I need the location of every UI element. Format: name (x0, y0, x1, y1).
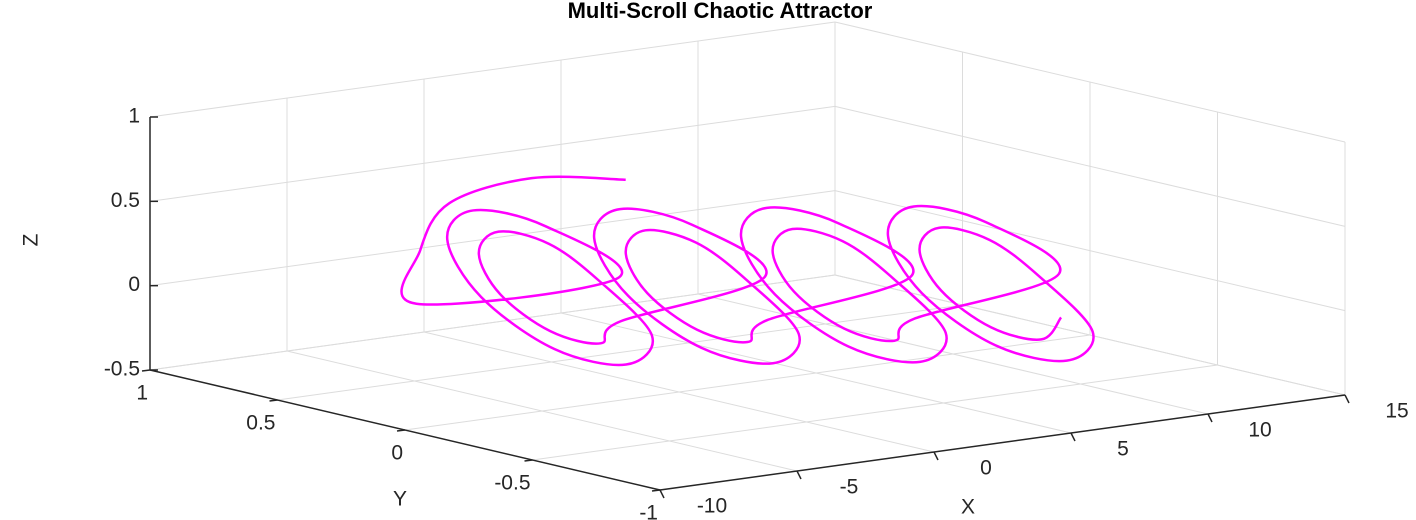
y-axis-label: Y (393, 488, 407, 511)
grid-line (834, 21, 1346, 143)
x-tick-label: 5 (1117, 438, 1129, 461)
x-tick (1207, 413, 1213, 423)
x-tick (659, 489, 665, 499)
x-tick-label: -10 (697, 495, 727, 518)
z-tick-label: -0.5 (104, 358, 140, 381)
x-tick (1344, 394, 1350, 404)
x-tick (1070, 432, 1076, 442)
grid-line (277, 304, 963, 401)
x-tick-label: -5 (840, 476, 859, 499)
z-tick-label: 0.5 (111, 189, 140, 212)
grid-line (149, 105, 836, 202)
y-tick-label: 0.5 (246, 412, 275, 435)
grid-line (834, 105, 1346, 227)
grid-line (834, 190, 1346, 312)
grid-line (404, 334, 1091, 431)
x-tick-label: 10 (1248, 419, 1271, 442)
y-tick (269, 399, 278, 402)
x-tick (796, 470, 802, 480)
grid-line (149, 274, 836, 371)
y-tick (651, 489, 661, 492)
x-tick (933, 451, 939, 461)
x-axis (659, 394, 1346, 491)
grid-line (149, 190, 836, 287)
chart-title: Multi-Scroll Chaotic Attractor (568, 0, 873, 23)
y-tick-label: -1 (639, 502, 658, 520)
x-tick-label: 0 (980, 457, 992, 480)
z-tick-label: 1 (128, 105, 140, 128)
z-axis-label: Z (20, 233, 43, 246)
grid-line (149, 21, 836, 118)
y-tick (141, 369, 151, 372)
y-tick (396, 429, 406, 432)
x-tick-label: 15 (1385, 400, 1408, 423)
z-tick-label: 0 (128, 273, 140, 296)
grid-line (834, 274, 1346, 396)
y-tick-label: -0.5 (494, 472, 530, 495)
grid-line (532, 364, 1218, 461)
trajectory (400, 175, 1095, 367)
y-tick (524, 459, 533, 462)
y-tick-label: 0 (391, 442, 403, 465)
y-tick-label: 1 (136, 382, 148, 405)
x-axis-label: X (961, 496, 975, 519)
